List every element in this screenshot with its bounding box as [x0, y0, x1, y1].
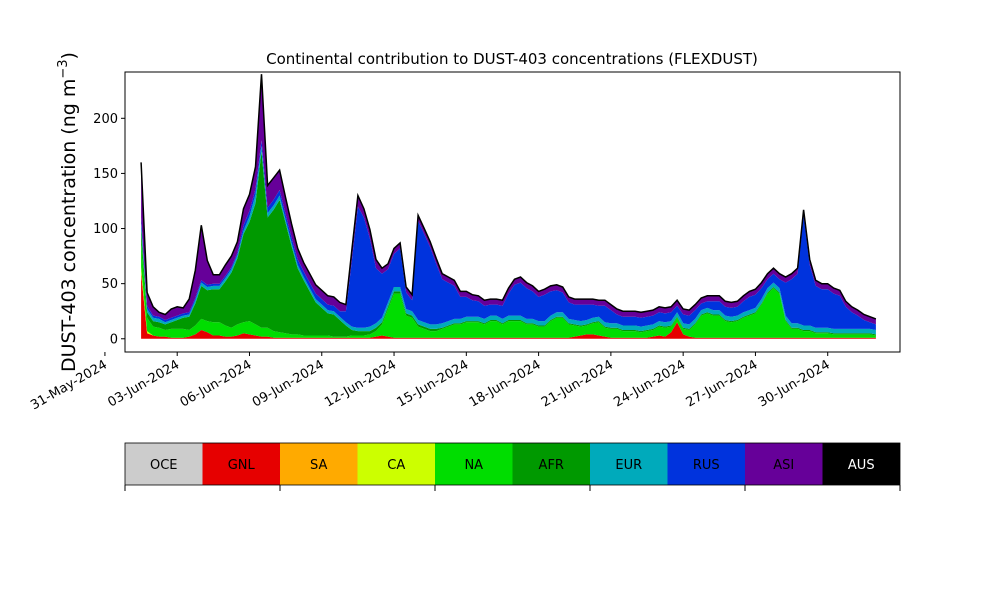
total-line	[140, 74, 877, 320]
y-axis-label: DUST-403 concentration (ng m−3)	[56, 52, 80, 372]
y-tick-label: 100	[93, 222, 118, 237]
legend-label: GNL	[228, 458, 256, 473]
x-tick-label: 30-Jun-2024	[756, 357, 833, 410]
legend-frame	[124, 442, 901, 486]
area-afr	[141, 151, 876, 337]
legend-label: OCE	[150, 458, 178, 473]
x-tick-label: 24-Jun-2024	[611, 357, 688, 410]
x-tick-label: 18-Jun-2024	[467, 357, 544, 410]
x-tick-label: 09-Jun-2024	[250, 357, 327, 410]
x-tick-label: 12-Jun-2024	[322, 357, 399, 410]
legend-label: AUS	[848, 458, 875, 473]
y-axis-label-close: )	[58, 52, 80, 59]
chart-title: Continental contribution to DUST-403 con…	[266, 50, 758, 68]
plot-frame	[124, 71, 901, 353]
x-tick-label: 03-Jun-2024	[105, 357, 182, 410]
legend-label: ASI	[773, 458, 794, 473]
legend-swatch-asi	[745, 443, 823, 485]
legend-swatch-sa	[280, 443, 358, 485]
y-axis-label-main: DUST-403 concentration (ng m	[58, 79, 80, 372]
legend-colorbar: OCE GNL SA CA NA AFR EUR RUS ASI AUS	[124, 442, 901, 491]
legend-swatch-aus	[822, 443, 900, 485]
legend-label: EUR	[615, 458, 642, 473]
y-tick-label: 0	[110, 332, 118, 347]
legend-swatch-na	[435, 443, 513, 485]
legend-label: CA	[387, 458, 405, 473]
x-tick-label: 27-Jun-2024	[684, 357, 761, 410]
area-na	[141, 239, 876, 338]
area-rus	[141, 140, 876, 330]
y-axis-label-superscript: −3	[56, 59, 71, 78]
legend-label: NA	[464, 458, 483, 473]
y-axis: 0 50 100 150 200	[93, 112, 125, 347]
y-tick-label: 50	[101, 277, 118, 292]
x-tick-label: 21-Jun-2024	[539, 357, 616, 410]
series-areas	[140, 74, 877, 339]
y-tick-label: 150	[93, 167, 118, 182]
legend-swatch-rus	[667, 443, 745, 485]
x-tick-label: 15-Jun-2024	[394, 357, 471, 410]
legend-swatch-ca	[357, 443, 435, 485]
legend-label: AFR	[539, 458, 564, 473]
x-tick-label: 06-Jun-2024	[178, 357, 255, 410]
y-tick-label: 200	[93, 112, 118, 127]
legend-swatch-gnl	[202, 443, 280, 485]
legend-label: RUS	[693, 458, 720, 473]
legend-swatch-eur	[590, 443, 668, 485]
legend-swatch-oce	[125, 443, 203, 485]
legend-label: SA	[310, 458, 327, 473]
legend-swatch-afr	[512, 443, 590, 485]
x-axis: 31-May-202403-Jun-202406-Jun-202409-Jun-…	[28, 352, 833, 413]
